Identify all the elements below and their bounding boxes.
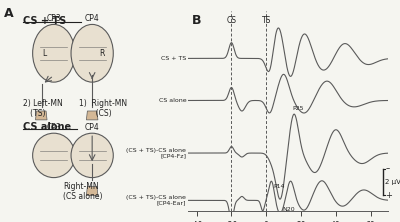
Text: 2 μV: 2 μV [385,179,400,185]
Text: CS + TS: CS + TS [23,16,66,26]
Text: CP4: CP4 [85,123,100,132]
Text: +: + [385,191,392,200]
Text: N20: N20 [282,207,294,212]
Polygon shape [36,111,47,120]
Text: CS alone: CS alone [23,122,71,132]
Text: CS + TS: CS + TS [161,56,186,61]
Text: CP3: CP3 [46,14,61,23]
Text: –: – [385,164,390,173]
Text: P25: P25 [292,107,304,111]
Text: A: A [4,7,14,20]
Text: L: L [42,49,46,58]
Text: R: R [99,49,104,58]
Text: CP4: CP4 [85,14,100,23]
Ellipse shape [33,24,75,82]
Text: 1)  Right-MN
       (CS): 1) Right-MN (CS) [79,99,127,118]
Ellipse shape [33,133,75,178]
Text: CS alone: CS alone [159,98,186,103]
Text: TS: TS [262,16,271,25]
Text: B: B [192,14,201,27]
Ellipse shape [71,133,113,178]
Text: (CS + TS)-CS alone
[CP4-Fz]: (CS + TS)-CS alone [CP4-Fz] [126,148,186,159]
Text: P14: P14 [273,184,285,189]
Polygon shape [86,186,98,195]
Text: CS: CS [226,16,236,25]
Polygon shape [86,111,98,120]
Text: (CS + TS)-CS alone
[CP4-Ear]: (CS + TS)-CS alone [CP4-Ear] [126,195,186,206]
Text: Right-MN
(CS alone): Right-MN (CS alone) [63,182,103,201]
Ellipse shape [71,24,113,82]
Text: 2) Left-MN
   (TS): 2) Left-MN (TS) [23,99,63,118]
Text: CP3: CP3 [46,123,61,132]
